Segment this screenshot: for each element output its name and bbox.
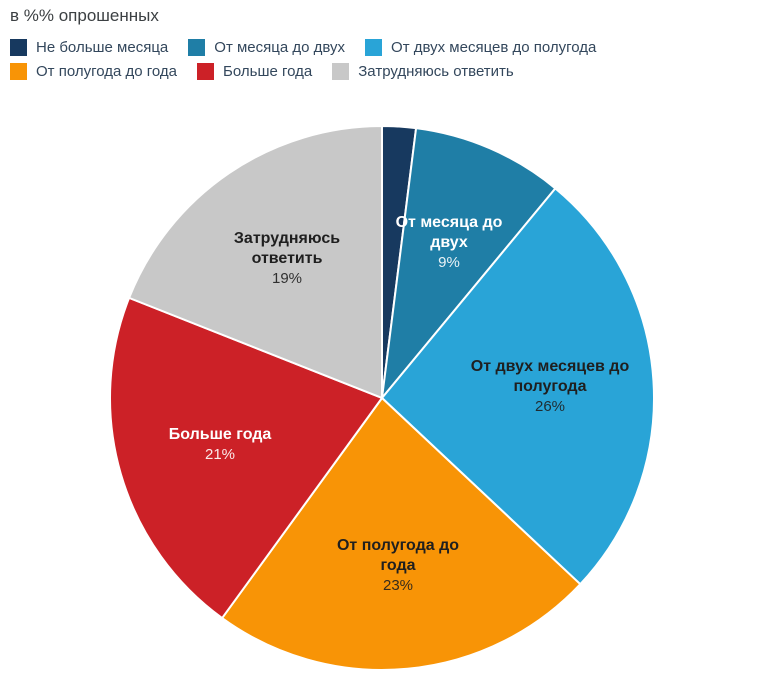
legend-item-4[interactable]: Больше года: [197, 63, 312, 80]
legend-swatch-icon: [10, 39, 27, 56]
legend-label: Не больше месяца: [36, 39, 169, 56]
legend-item-5[interactable]: Затрудняюсь ответить: [332, 63, 514, 80]
legend-item-1[interactable]: От месяца до двух: [188, 39, 345, 56]
legend-swatch-icon: [197, 63, 215, 80]
legend-label: От двух месяцев до полугода: [391, 39, 597, 56]
legend-label: От месяца до двух: [214, 39, 346, 56]
pie-slice-4[interactable]: [109, 296, 383, 620]
pie-slice-5[interactable]: [128, 125, 383, 399]
legend-swatch-icon: [365, 39, 383, 56]
legend-label: Затрудняюсь ответить: [358, 63, 514, 80]
chart-legend: Не больше месяца От месяца до двух От двух…: [10, 39, 700, 80]
legend-swatch-icon: [10, 63, 27, 80]
legend-item-0[interactable]: Не больше месяца: [10, 39, 168, 56]
pie-slice-1[interactable]: [381, 127, 557, 399]
legend-label: От полугода до года: [36, 63, 178, 80]
legend-swatch-icon: [188, 39, 206, 56]
chart-title: в %% опрошенных: [10, 6, 159, 25]
legend-swatch-icon: [332, 63, 350, 80]
pie-slice-2[interactable]: [381, 187, 655, 586]
legend-item-3[interactable]: От полугода до года: [10, 63, 177, 80]
legend-item-2[interactable]: От двух месяцев до полугода: [365, 39, 596, 56]
pie-slice-3[interactable]: [221, 397, 582, 671]
legend-label: Больше года: [223, 63, 313, 80]
